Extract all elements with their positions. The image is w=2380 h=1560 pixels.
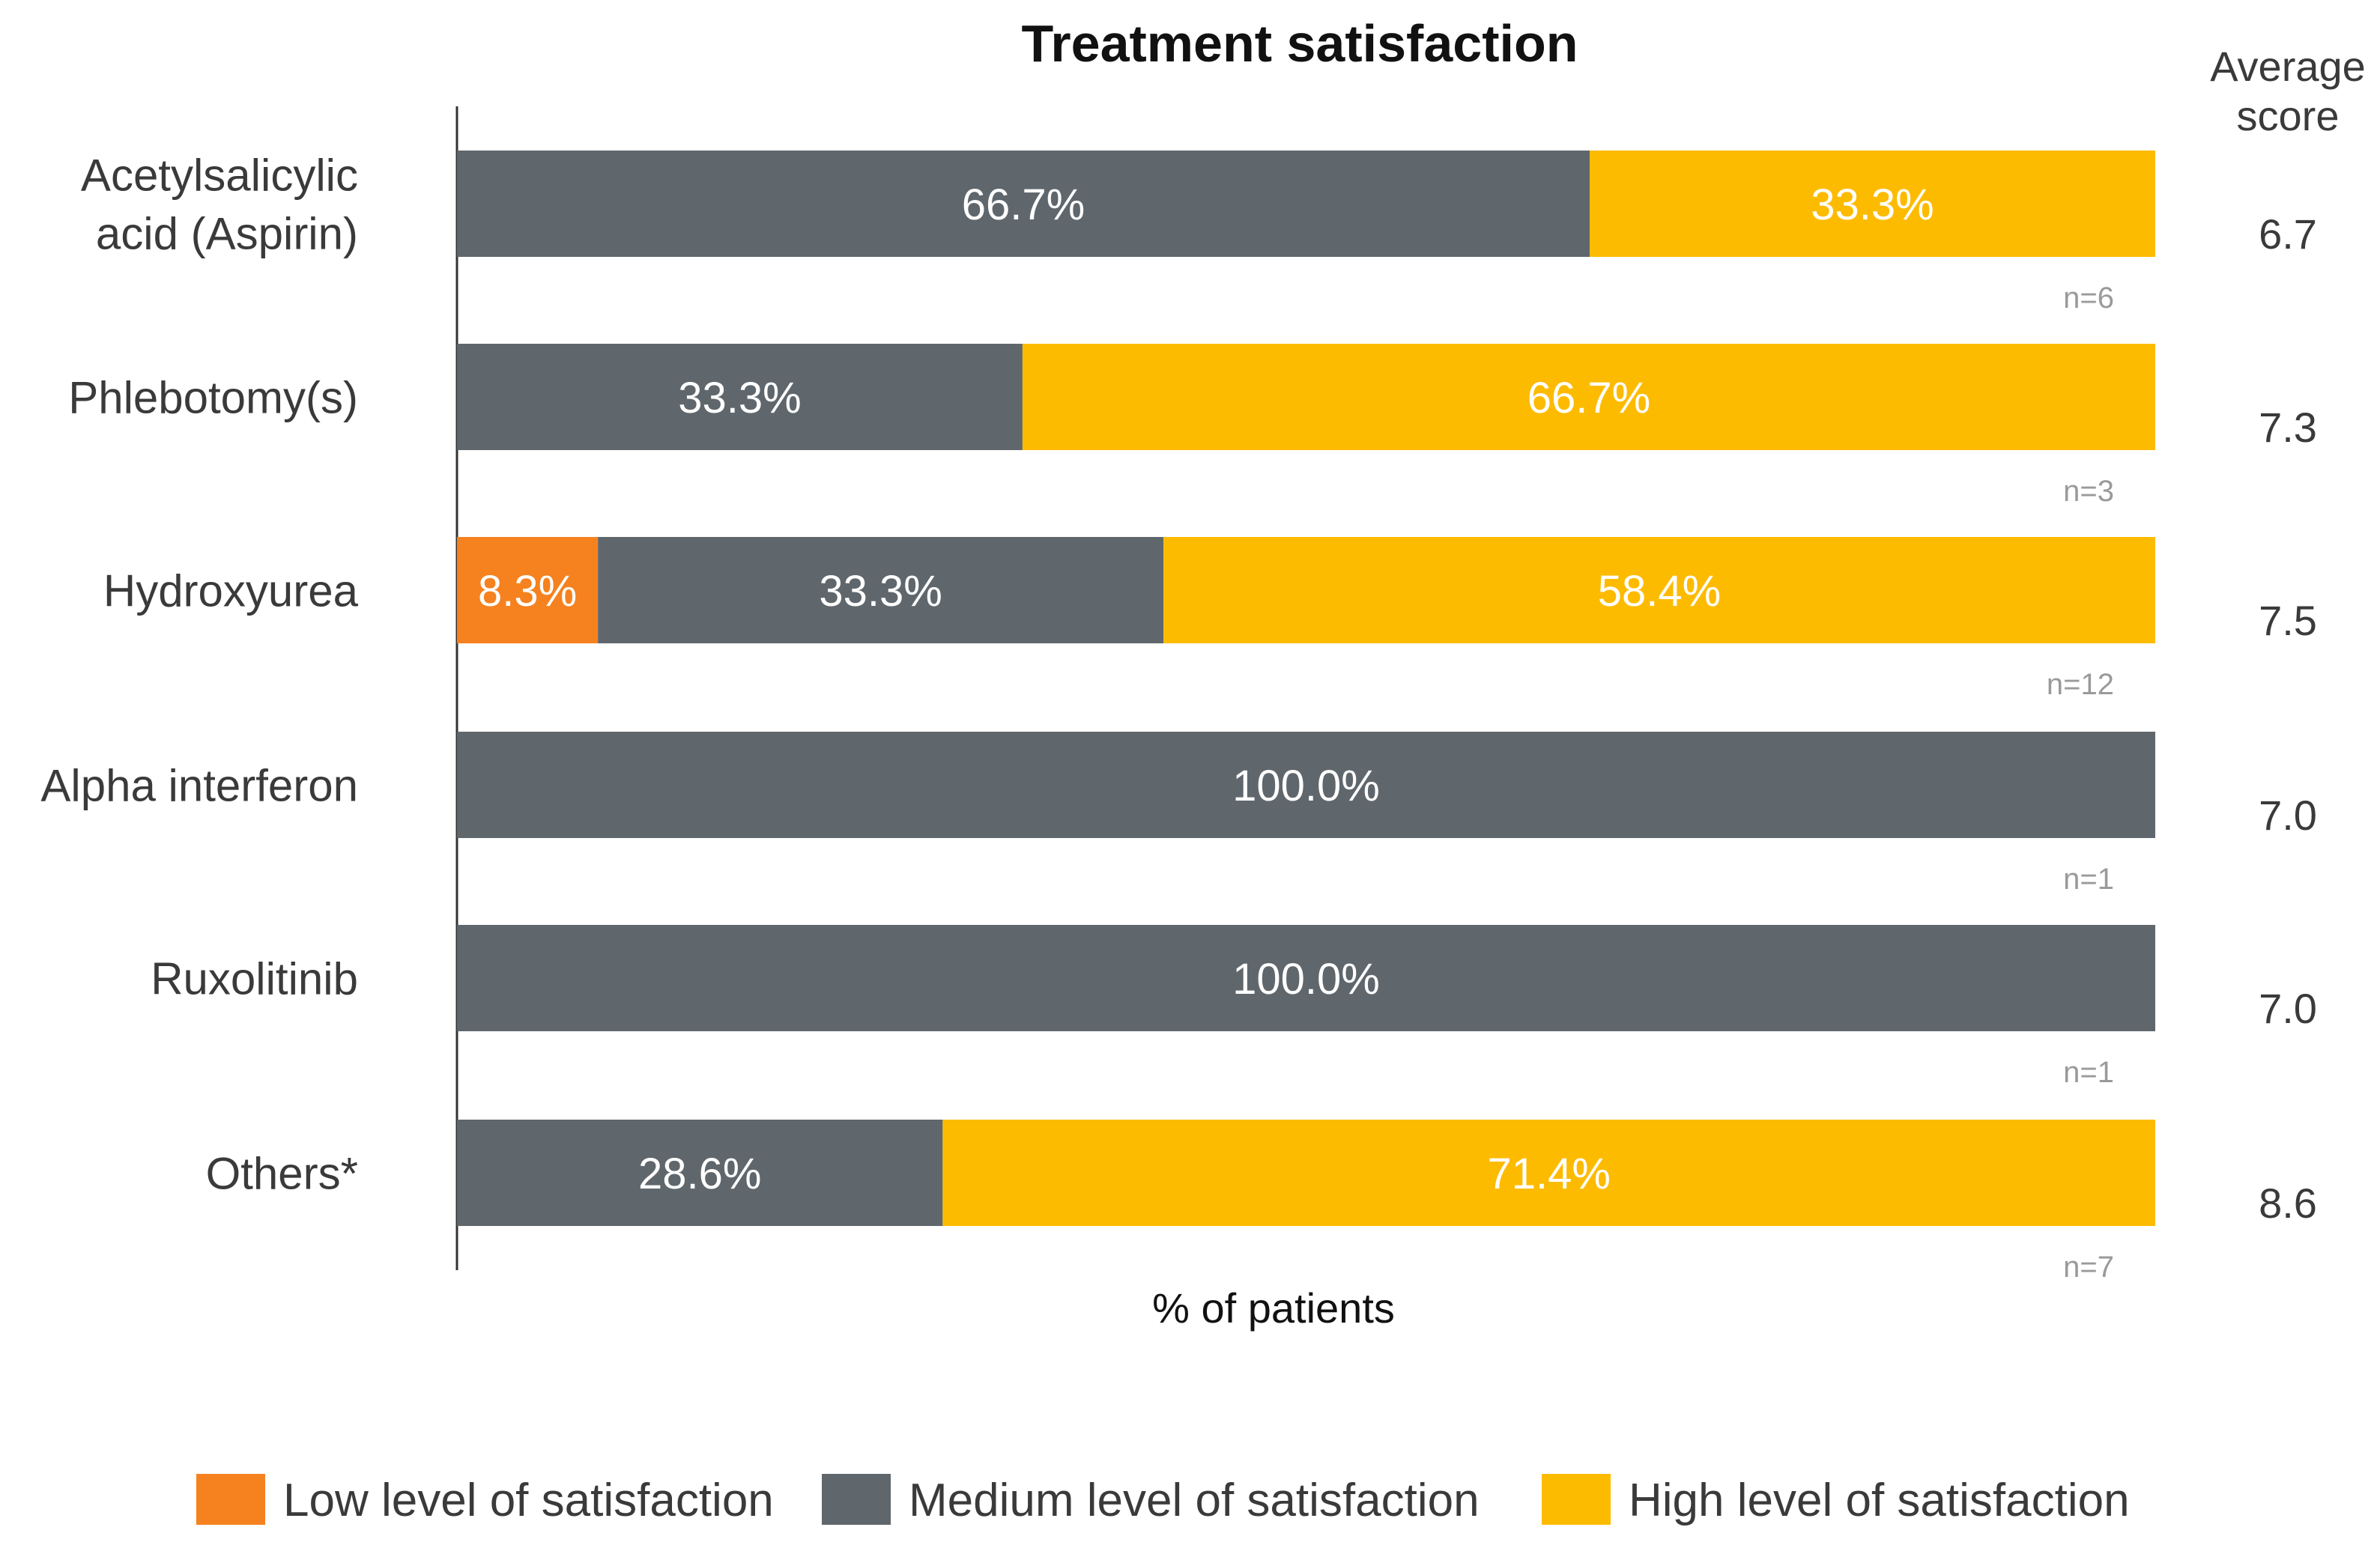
average-score-value: 7.0	[2259, 985, 2317, 1032]
average-score-value: 8.6	[2259, 1180, 2317, 1227]
average-score-header-line: score	[2237, 92, 2340, 139]
bar-data-label: 66.7%	[962, 180, 1085, 229]
legend-swatch	[196, 1474, 265, 1525]
average-score-value: 7.3	[2259, 404, 2317, 451]
bar-segment	[1590, 151, 2155, 257]
legend-label: Low level of satisfaction	[283, 1475, 774, 1526]
bar-segment	[1163, 537, 2155, 643]
bar-segment	[457, 151, 1590, 257]
bar-data-label: 66.7%	[1527, 374, 1650, 422]
category-label: Hydroxyurea	[103, 566, 359, 616]
bar-data-label: 28.6%	[638, 1150, 761, 1198]
sample-size-label: n=3	[2063, 475, 2114, 508]
bar-segment	[942, 1120, 2155, 1226]
bar-segment	[457, 344, 1023, 450]
sample-size-label: n=6	[2063, 282, 2114, 315]
bar-segment	[457, 1120, 943, 1226]
bar-data-label: 58.4%	[1598, 567, 1721, 616]
category-label: Acetylsalicylic	[81, 151, 358, 201]
bar-segment	[457, 925, 2155, 1031]
bar-segment	[457, 537, 599, 643]
sample-size-label: n=12	[2047, 668, 2114, 701]
bar-data-label: 33.3%	[1811, 180, 1934, 229]
average-score-value: 7.0	[2259, 792, 2317, 839]
bar-data-label: 33.3%	[819, 567, 942, 616]
sample-size-label: n=7	[2063, 1251, 2114, 1284]
bar-data-label: 100.0%	[1232, 762, 1380, 810]
bar-data-label: 33.3%	[678, 374, 801, 422]
legend-swatch	[1542, 1474, 1611, 1525]
average-score-value: 7.5	[2259, 597, 2317, 644]
sample-size-label: n=1	[2063, 1056, 2114, 1089]
legend-swatch	[822, 1474, 891, 1525]
bar-data-label: 100.0%	[1232, 955, 1380, 1004]
legend-label: High level of satisfaction	[1629, 1475, 2130, 1526]
sample-size-label: n=1	[2063, 863, 2114, 896]
category-label: acid (Aspirin)	[96, 209, 358, 259]
average-score-header-line: Average	[2210, 43, 2366, 90]
bar-segment	[457, 732, 2155, 838]
category-label: Ruxolitinib	[151, 954, 358, 1004]
legend-label: Medium level of satisfaction	[909, 1475, 1480, 1526]
chart-title: Treatment satisfaction	[1022, 14, 1578, 73]
category-label: Alpha interferon	[40, 761, 358, 811]
average-score-value: 6.7	[2259, 210, 2317, 258]
bar-data-label: 8.3%	[478, 567, 577, 616]
category-label: Phlebotomy(s)	[68, 373, 358, 423]
bar-data-label: 71.4%	[1487, 1150, 1610, 1198]
bar-segment	[598, 537, 1164, 643]
category-label: Others*	[206, 1149, 358, 1199]
bar-segment	[1022, 344, 2155, 450]
x-axis-label: % of patients	[1152, 1284, 1395, 1332]
